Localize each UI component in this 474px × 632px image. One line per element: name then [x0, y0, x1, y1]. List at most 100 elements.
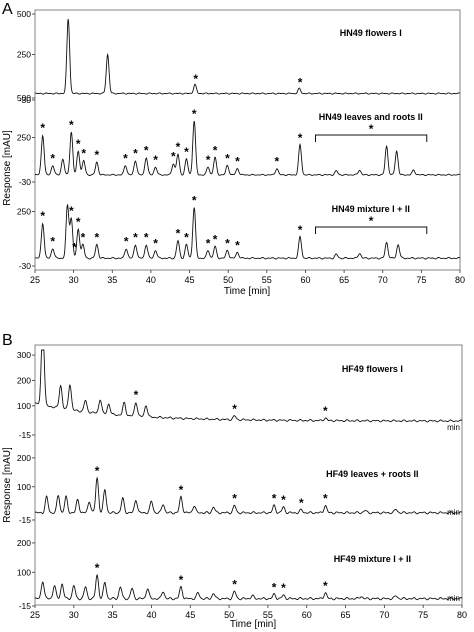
panel-b-xtick-label: 50 — [224, 610, 234, 620]
panel-b-ytick-label: -15 — [19, 601, 32, 611]
panel-a-ytick-label: 250 — [17, 133, 31, 143]
panel-b-peak-star: * — [323, 492, 328, 506]
panel-a-bracket — [315, 134, 428, 142]
panel-b-peak-star: * — [272, 580, 277, 594]
panel-a-xtick-label: 70 — [378, 275, 388, 285]
panel-a-xtick-label: 65 — [339, 275, 349, 285]
panel-a-peak-star: * — [298, 131, 303, 145]
panel-a-peak-star: * — [225, 151, 230, 165]
panel-b-peak-star: * — [179, 573, 184, 587]
panel-b-ytick-label: -15 — [19, 430, 32, 440]
panel-a-bracket — [315, 226, 428, 234]
panel-a-ytick-label: 250 — [17, 50, 31, 60]
panel-b-xtick-label: 30 — [69, 610, 79, 620]
panel-b-ytick-label: 200 — [17, 453, 31, 463]
panel-a-peak-star: * — [133, 147, 138, 161]
panel-b-ytick-label: 300 — [17, 350, 31, 360]
panel-a-ytick-label: -30 — [19, 261, 32, 271]
panel-a-peak-star: * — [94, 231, 99, 245]
panel-a-peak-star: * — [94, 148, 99, 162]
panel-a-peak-star: * — [69, 118, 74, 132]
panel-a-peak-star: * — [176, 140, 181, 154]
panel-a-peak-star: * — [184, 145, 189, 159]
panel-a-peak-star: * — [40, 209, 45, 223]
panel-b-ytick-label: 200 — [17, 538, 31, 548]
panel-a-peak-star: * — [192, 107, 197, 121]
panel-a-letter: A — [2, 1, 13, 18]
panel-b-trace-label-3: HF49 mixture I + II — [334, 554, 411, 564]
panel-a-peak-star: * — [40, 121, 45, 135]
panel-a-peak-star: * — [206, 236, 211, 250]
panel-a-peak-star: * — [144, 231, 149, 245]
panel-a-peak-star: * — [133, 231, 138, 245]
panel-b-xtick-label: 25 — [30, 610, 40, 620]
panel-a-peak-star: * — [193, 72, 198, 86]
panel-b-xtick-label: 75 — [418, 610, 428, 620]
panel-b-plot: 25 30 35 40 45 50 55 60 65 70 75 80 300 200 100 -15 HF49… — [17, 344, 467, 620]
panel-b-peak-star: * — [134, 388, 139, 402]
panel-a-peak-star: * — [124, 234, 129, 248]
panel-a-peak-star: * — [72, 240, 77, 254]
panel-b-peak-star: * — [232, 492, 237, 506]
panel-a-xlabel: Time [min] — [224, 286, 271, 297]
panel-b-peak-star: * — [232, 577, 237, 591]
panel-a-trace-1 — [34, 18, 461, 95]
panel-b-ylabel: Response [mAU] — [2, 447, 13, 523]
panel-a-peak-star: * — [153, 236, 158, 250]
panel-b-trace-2 — [34, 476, 463, 515]
panel-a-peak-star: * — [192, 194, 197, 208]
panel-a-peak-star: * — [298, 75, 303, 89]
panel-b-peak-star: * — [299, 496, 304, 510]
panel-a-ytick-label: 250 — [17, 206, 31, 216]
panel-a-bracket-star: * — [369, 214, 374, 228]
panel-a-peak-star: * — [76, 215, 81, 229]
panel-b-xtick-label: 45 — [185, 610, 195, 620]
panel-b-letter: B — [2, 332, 13, 349]
panel-a-peak-star: * — [69, 204, 74, 218]
panel-b-ytick-label: 100 — [17, 401, 31, 411]
panel-b-xtick-label: 55 — [263, 610, 273, 620]
panel-b-peak-star: * — [323, 404, 328, 418]
panel-a-peak-star: * — [206, 153, 211, 167]
panel-b-peak-star: * — [281, 493, 286, 507]
panel-b-unit-tag: min — [447, 423, 460, 432]
panel-a-ytick-label: 500 — [17, 9, 31, 19]
panel-b-unit-tag: min — [447, 594, 460, 603]
panel-a-peak-star: * — [298, 223, 303, 237]
panel-a-peak-star: * — [123, 151, 128, 165]
panel-a-xtick-label: 40 — [146, 275, 156, 285]
panel-a-ytick-label: -30 — [19, 95, 32, 105]
panel-a-peak-star: * — [225, 236, 230, 250]
panel-a-xtick-label: 75 — [416, 275, 426, 285]
panel-a-bracket-star: * — [369, 122, 374, 136]
panel-b-trace-1 — [34, 349, 463, 423]
panel-a-peak-star: * — [176, 227, 181, 241]
panel-a-trace-label-2: HN49 leaves and roots II — [319, 112, 423, 122]
panel-a-trace-2 — [34, 121, 461, 176]
panel-a-xtick-label: 30 — [69, 275, 79, 285]
panel-a-trace-label-3: HN49 mixture I + II — [332, 204, 410, 214]
panel-b-xtick-label: 65 — [341, 610, 351, 620]
panel-a-xtick-label: 60 — [300, 275, 310, 285]
panel-a-peak-star: * — [81, 147, 86, 161]
panel-b-xtick-label: 60 — [302, 610, 312, 620]
panel-a-xtick-label: 45 — [185, 275, 195, 285]
panel-a-ylabel: Response [mAU] — [2, 130, 13, 206]
panel-b-trace-3 — [34, 573, 463, 601]
panel-b-ytick-label: -15 — [19, 515, 32, 525]
panel-a-peak-star: * — [144, 143, 149, 157]
panel-a-peak-star: * — [171, 150, 176, 164]
panel-a-xtick-label: 55 — [262, 275, 272, 285]
panel-b-xtick-label: 40 — [146, 610, 156, 620]
panel-b-unit-tag: min — [447, 508, 460, 517]
panel-a-peak-star: * — [184, 231, 189, 245]
panel-b-peak-star: * — [281, 581, 286, 595]
panel-b-peak-star: * — [232, 402, 237, 416]
panel-b-ytick-label: 200 — [17, 375, 31, 385]
panel-a-peak-star: * — [50, 234, 55, 248]
panel-b-ytick-label: 100 — [17, 567, 31, 577]
panel-a-plot: 25 30 35 40 45 50 55 60 65 70 75 80 500 250 -30 HN49 fl… — [17, 9, 465, 285]
panel-b-xlabel: Time [min] — [230, 619, 277, 630]
panel-b-peak-star: * — [272, 492, 277, 506]
